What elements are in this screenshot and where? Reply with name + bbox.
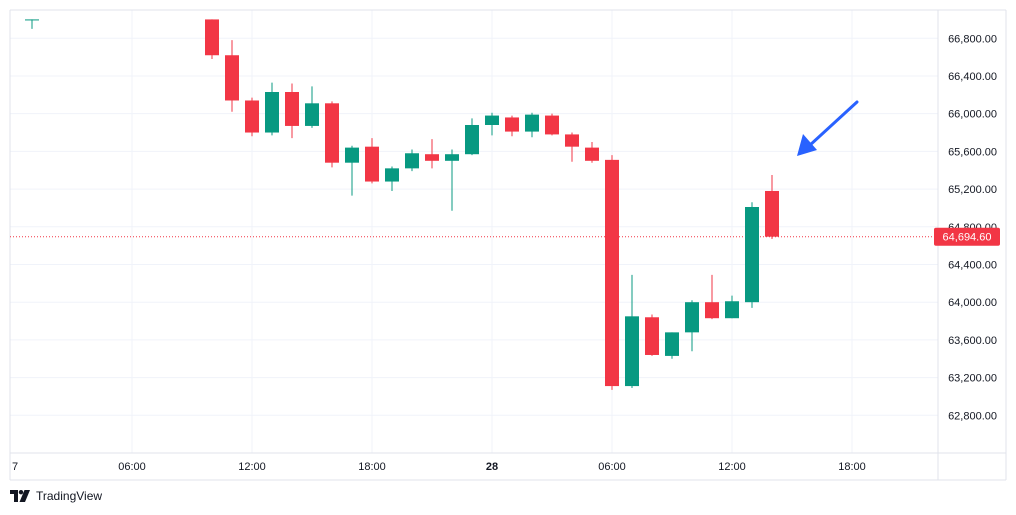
current-price-label-box (934, 227, 1000, 246)
current-price-label-layer: 64,694.60 (934, 227, 1000, 246)
candle-body (645, 317, 659, 355)
candle-body (725, 301, 739, 319)
candle-bearish[interactable] (205, 19, 219, 60)
candle-body (585, 147, 599, 161)
grid-layer (10, 10, 938, 453)
candle-body (305, 103, 319, 126)
candle-bearish[interactable] (585, 141, 599, 163)
price-tick-label: 63,600.00 (948, 335, 997, 347)
brand-name: TradingView (36, 489, 103, 503)
time-tick-label: 28 (486, 461, 498, 473)
candle-body (745, 206, 759, 303)
candle-bullish[interactable] (665, 332, 679, 359)
candle-bullish[interactable] (405, 149, 419, 172)
candle-body (545, 115, 559, 135)
candle-bullish[interactable] (445, 149, 459, 211)
time-tick-label: 12:00 (718, 461, 746, 473)
tradingview-brand[interactable]: TradingView (10, 489, 102, 503)
candle-bullish[interactable] (625, 274, 639, 388)
candle-bearish[interactable] (425, 139, 439, 169)
price-tick-label: 64,000.00 (948, 297, 997, 309)
candles-layer (25, 19, 779, 390)
current-price-label: 64,694.60 (943, 232, 992, 244)
candle-body (385, 168, 399, 182)
candle-body (605, 159, 619, 387)
candle-bullish[interactable] (485, 112, 499, 136)
price-tick-label: 66,800.00 (948, 33, 997, 45)
price-axis[interactable]: 62,800.00 63,200.00 63,600.00 64,000.00 64,4… (948, 33, 997, 422)
candle-bullish[interactable] (385, 166, 399, 191)
candle-body (525, 114, 539, 132)
candle-bearish[interactable] (365, 138, 379, 184)
candle-bullish[interactable] (265, 82, 279, 136)
candle-bearish[interactable] (565, 132, 579, 162)
price-tick-label: 66,000.00 (948, 109, 997, 121)
candle-body (345, 147, 359, 163)
candle-body (205, 19, 219, 56)
candle-bearish[interactable] (645, 314, 659, 356)
candle-body (625, 316, 639, 387)
annotation-arrow (797, 100, 859, 156)
arrow-head-icon (797, 134, 817, 156)
candle-body (265, 92, 279, 133)
candle-bearish[interactable] (545, 113, 559, 136)
candle-bullish[interactable] (25, 19, 39, 29)
candle-body (765, 190, 779, 237)
candle-body (405, 153, 419, 169)
price-tick-label: 64,400.00 (948, 259, 997, 271)
price-tick-label: 66,400.00 (948, 71, 997, 83)
candle-bullish[interactable] (525, 112, 539, 138)
candle-bullish[interactable] (305, 86, 319, 128)
price-tick-label: 65,200.00 (948, 184, 997, 196)
candle-bearish[interactable] (285, 83, 299, 139)
candle-bearish[interactable] (705, 274, 719, 320)
candle-body (365, 146, 379, 182)
candle-body (465, 124, 479, 155)
time-axis[interactable]: 7 06:00 12:00 18:00 28 06:00 12:00 18:00 (12, 461, 866, 473)
candle-body (25, 19, 39, 21)
tradingview-logo-icon (10, 490, 30, 502)
candle-bullish[interactable] (345, 145, 359, 196)
candle-bearish[interactable] (325, 101, 339, 168)
arrow-shaft (807, 100, 859, 148)
candle-body (485, 115, 499, 125)
candle-body (665, 332, 679, 356)
time-tick-label: 06:00 (118, 461, 146, 473)
candle-body (565, 134, 579, 147)
candle-bearish[interactable] (245, 97, 259, 137)
chart-frame (9, 9, 1007, 481)
candle-bearish[interactable] (505, 115, 519, 137)
candle-body (425, 154, 439, 161)
candle-bullish[interactable] (685, 300, 699, 352)
price-tick-label: 63,200.00 (948, 373, 997, 385)
candle-body (505, 117, 519, 132)
candle-body (325, 103, 339, 163)
candle-bearish[interactable] (225, 40, 239, 112)
candle-bullish[interactable] (465, 118, 479, 156)
time-tick-label: 12:00 (238, 461, 266, 473)
candle-body (685, 302, 699, 333)
candle-bearish[interactable] (765, 174, 779, 240)
time-tick-label: 18:00 (838, 461, 866, 473)
candle-bullish[interactable] (725, 295, 739, 319)
candle-bullish[interactable] (745, 202, 759, 308)
candle-body (285, 92, 299, 126)
time-tick-label: 18:00 (358, 461, 386, 473)
candle-bearish[interactable] (605, 155, 619, 390)
time-tick-label: 7 (12, 461, 18, 473)
candle-body (225, 55, 239, 101)
candle-body (445, 154, 459, 161)
price-tick-label: 62,800.00 (948, 410, 997, 422)
time-tick-label: 06:00 (598, 461, 626, 473)
candle-body (245, 100, 259, 133)
price-tick-label: 65,600.00 (948, 146, 997, 158)
candle-body (705, 302, 719, 319)
